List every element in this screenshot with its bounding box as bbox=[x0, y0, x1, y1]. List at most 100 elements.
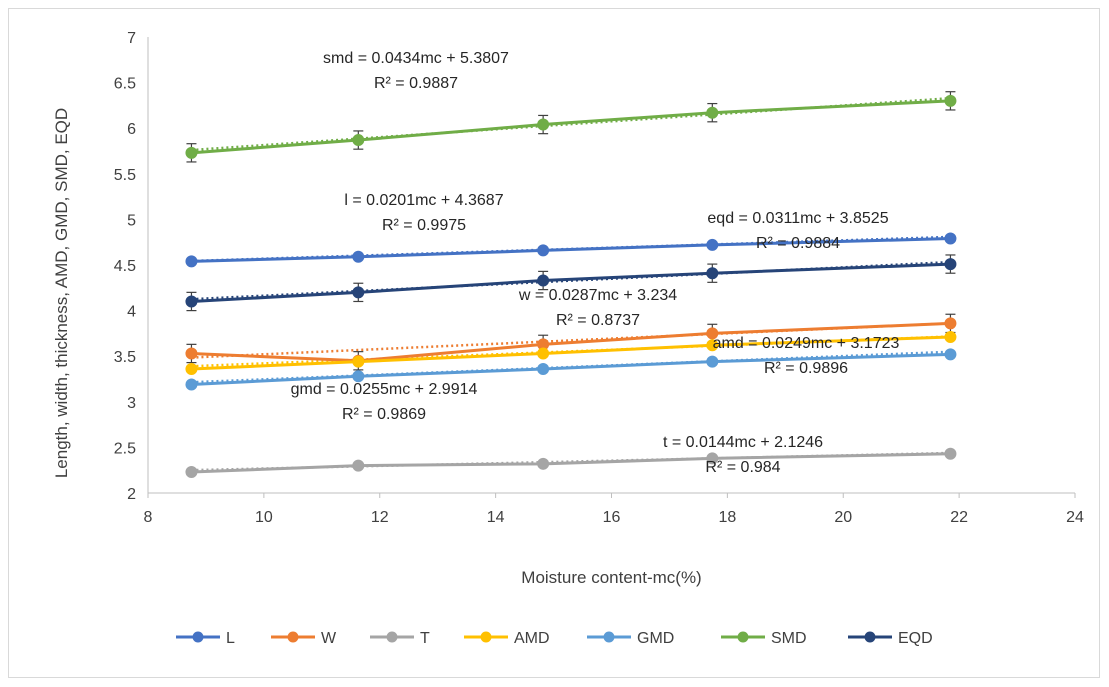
legend-swatch-marker bbox=[480, 631, 492, 643]
data-point-amd bbox=[352, 355, 365, 368]
trendline-r2-t: R² = 0.984 bbox=[705, 459, 780, 476]
data-point-smd bbox=[944, 94, 957, 107]
data-point-l bbox=[537, 244, 550, 257]
y-tick-label: 7 bbox=[127, 30, 136, 47]
legend-label: T bbox=[420, 630, 430, 647]
y-tick-label: 5 bbox=[127, 212, 136, 229]
x-tick-label: 16 bbox=[603, 509, 621, 526]
y-tick-label: 2.5 bbox=[114, 440, 136, 457]
y-tick-label: 3 bbox=[127, 395, 136, 412]
legend-item-eqd: EQD bbox=[848, 630, 933, 647]
trendline-r2-amd: R² = 0.9896 bbox=[764, 360, 848, 377]
data-point-gmd bbox=[352, 370, 365, 383]
trendline-r2-w: R² = 0.8737 bbox=[556, 312, 640, 329]
data-point-smd bbox=[185, 146, 198, 159]
series-line-t bbox=[191, 452, 951, 474]
legend-label: AMD bbox=[514, 630, 550, 647]
data-point-gmd bbox=[537, 362, 550, 375]
legend-item-t: T bbox=[370, 630, 430, 647]
data-point-l bbox=[944, 232, 957, 245]
legend-label: L bbox=[226, 630, 235, 647]
data-point-eqd bbox=[537, 274, 550, 287]
data-point-l bbox=[185, 255, 198, 268]
y-tick-label: 5.5 bbox=[114, 167, 136, 184]
data-point-t bbox=[537, 457, 550, 470]
trendline-smd bbox=[191, 96, 951, 152]
y-tick-label: 4.5 bbox=[114, 258, 136, 275]
legend-item-l: L bbox=[176, 630, 235, 647]
trendline-r2-gmd: R² = 0.9869 bbox=[342, 406, 426, 423]
legend-label: SMD bbox=[771, 630, 807, 647]
data-point-l bbox=[706, 238, 719, 251]
trendline-equation-t: t = 0.0144mc + 2.1246 bbox=[663, 434, 823, 451]
y-axis-title: Length, width, thickness, AMD, GMD, SMD,… bbox=[52, 108, 71, 478]
trendline-equation-smd: smd = 0.0434mc + 5.3807 bbox=[323, 50, 509, 67]
data-point-l bbox=[352, 250, 365, 263]
legend-swatch-marker bbox=[864, 631, 876, 643]
data-point-eqd bbox=[352, 286, 365, 299]
legend-item-w: W bbox=[271, 630, 337, 647]
x-tick-label: 24 bbox=[1066, 509, 1084, 526]
data-point-smd bbox=[537, 118, 550, 131]
trendline-equation-w: w = 0.0287mc + 3.234 bbox=[518, 287, 677, 304]
trendline-r2-l: R² = 0.9975 bbox=[382, 217, 466, 234]
legend-swatch-marker bbox=[287, 631, 299, 643]
data-point-w bbox=[706, 327, 719, 340]
data-point-t bbox=[352, 459, 365, 472]
trendline-w bbox=[191, 322, 951, 359]
legend-swatch-marker bbox=[603, 631, 615, 643]
x-tick-label: 18 bbox=[718, 509, 736, 526]
axes: 8 10 12 14 16 18 20 22 24 2 2.5 3 3.5 4 4.5 5 5.5 6 6.5 7 bbox=[114, 30, 1084, 526]
x-tick-label: 20 bbox=[834, 509, 852, 526]
legend-label: GMD bbox=[637, 630, 674, 647]
trendline-r2-eqd: R² = 0.9884 bbox=[756, 235, 840, 252]
series-markers bbox=[185, 94, 957, 479]
data-point-eqd bbox=[706, 267, 719, 280]
legend-swatch-marker bbox=[192, 631, 204, 643]
data-point-amd bbox=[706, 339, 719, 352]
legend-label: W bbox=[321, 630, 337, 647]
data-point-amd bbox=[185, 362, 198, 375]
trendline-amd bbox=[191, 335, 951, 368]
trendline-equation-gmd: gmd = 0.0255mc + 2.9914 bbox=[291, 381, 478, 398]
y-tick-label: 3.5 bbox=[114, 349, 136, 366]
data-point-amd bbox=[944, 331, 957, 344]
data-point-gmd bbox=[944, 348, 957, 361]
x-tick-label: 12 bbox=[371, 509, 389, 526]
trendline-equation-l: l = 0.0201mc + 4.3687 bbox=[344, 192, 503, 209]
data-point-w bbox=[944, 317, 957, 330]
trendline-labels: smd = 0.0434mc + 5.3807 R² = 0.9887 l = 0.… bbox=[291, 50, 900, 476]
x-tick-label: 8 bbox=[144, 509, 153, 526]
data-point-t bbox=[185, 466, 198, 479]
data-point-gmd bbox=[706, 355, 719, 368]
trendline-eqd bbox=[191, 260, 951, 301]
data-point-t bbox=[944, 447, 957, 460]
data-point-eqd bbox=[944, 258, 957, 271]
data-point-w bbox=[185, 347, 198, 360]
x-tick-label: 22 bbox=[950, 509, 968, 526]
legend-swatch-marker bbox=[386, 631, 398, 643]
legend-label: EQD bbox=[898, 630, 933, 647]
data-point-t bbox=[706, 452, 719, 465]
x-axis-title: Moisture content-mc(%) bbox=[521, 568, 701, 587]
x-tick-label: 14 bbox=[487, 509, 505, 526]
legend-item-smd: SMD bbox=[721, 630, 807, 647]
series-line-smd bbox=[191, 99, 951, 155]
data-point-eqd bbox=[185, 295, 198, 308]
x-tick-label: 10 bbox=[255, 509, 273, 526]
data-point-gmd bbox=[185, 378, 198, 391]
legend: L W T AMD GMD SMD EQD bbox=[176, 630, 933, 647]
y-tick-label: 2 bbox=[127, 486, 136, 503]
data-point-amd bbox=[537, 347, 550, 360]
trendlines bbox=[191, 96, 951, 472]
trendline-equation-amd: amd = 0.0249mc + 3.1723 bbox=[713, 335, 900, 352]
data-point-smd bbox=[706, 106, 719, 119]
trendline-r2-smd: R² = 0.9887 bbox=[374, 75, 458, 92]
data-point-smd bbox=[352, 134, 365, 147]
legend-item-gmd: GMD bbox=[587, 630, 674, 647]
trendline-equation-eqd: eqd = 0.0311mc + 3.8525 bbox=[707, 210, 888, 227]
y-tick-label: 6.5 bbox=[114, 76, 136, 93]
y-tick-label: 6 bbox=[127, 121, 136, 138]
y-tick-label: 4 bbox=[127, 304, 136, 321]
